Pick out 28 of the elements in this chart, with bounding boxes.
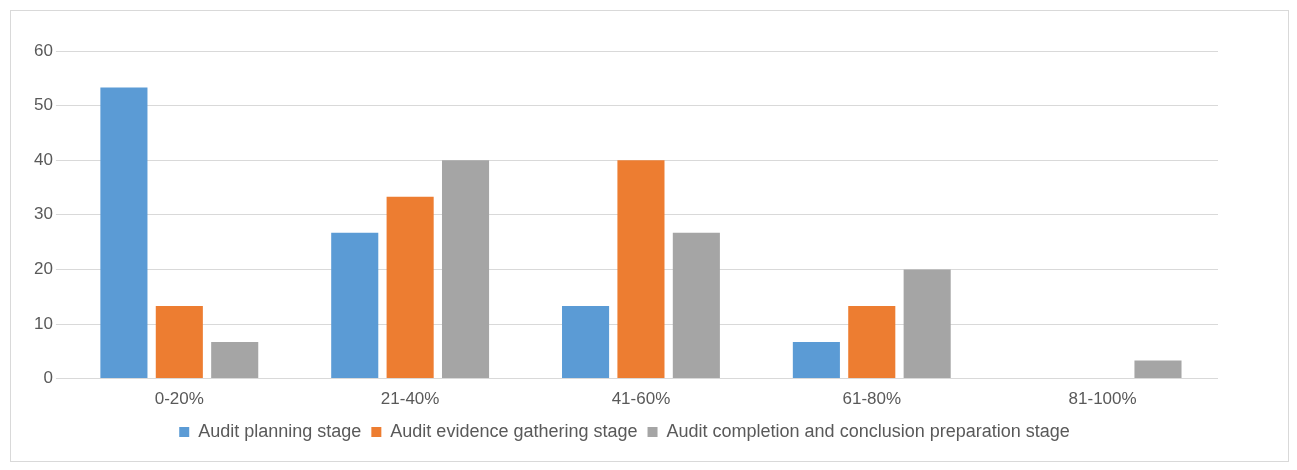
bar bbox=[562, 305, 610, 379]
bar bbox=[617, 160, 665, 379]
y-tick-label: 10 bbox=[33, 313, 53, 333]
bar bbox=[441, 160, 490, 379]
bar bbox=[1134, 360, 1182, 379]
bar bbox=[903, 269, 951, 379]
bar bbox=[331, 232, 379, 379]
legend-label: Audit evidence gathering stage bbox=[390, 420, 638, 441]
x-tick-label: 61-80% bbox=[842, 389, 902, 409]
bar bbox=[848, 305, 896, 379]
y-tick-label: 50 bbox=[33, 95, 53, 115]
bar bbox=[211, 342, 259, 379]
x-tick-label: 21-40% bbox=[380, 389, 440, 409]
x-tick-label: 0-20% bbox=[154, 389, 204, 409]
x-tick-label: 81-100% bbox=[1068, 389, 1137, 409]
y-tick-label: 30 bbox=[33, 204, 53, 224]
bar bbox=[100, 87, 148, 379]
y-tick-label: 0 bbox=[43, 368, 53, 388]
y-tick-label: 40 bbox=[33, 149, 53, 169]
bar bbox=[386, 196, 434, 379]
legend-label: Audit completion and conclusion preparation stage bbox=[666, 420, 1070, 441]
y-tick-label: 60 bbox=[33, 40, 53, 60]
bar bbox=[155, 305, 203, 379]
bar bbox=[672, 232, 720, 379]
x-tick-label: 41-60% bbox=[611, 389, 671, 409]
bar bbox=[792, 342, 840, 379]
y-tick-label: 20 bbox=[33, 259, 53, 279]
legend-label: Audit planning stage bbox=[198, 420, 362, 441]
